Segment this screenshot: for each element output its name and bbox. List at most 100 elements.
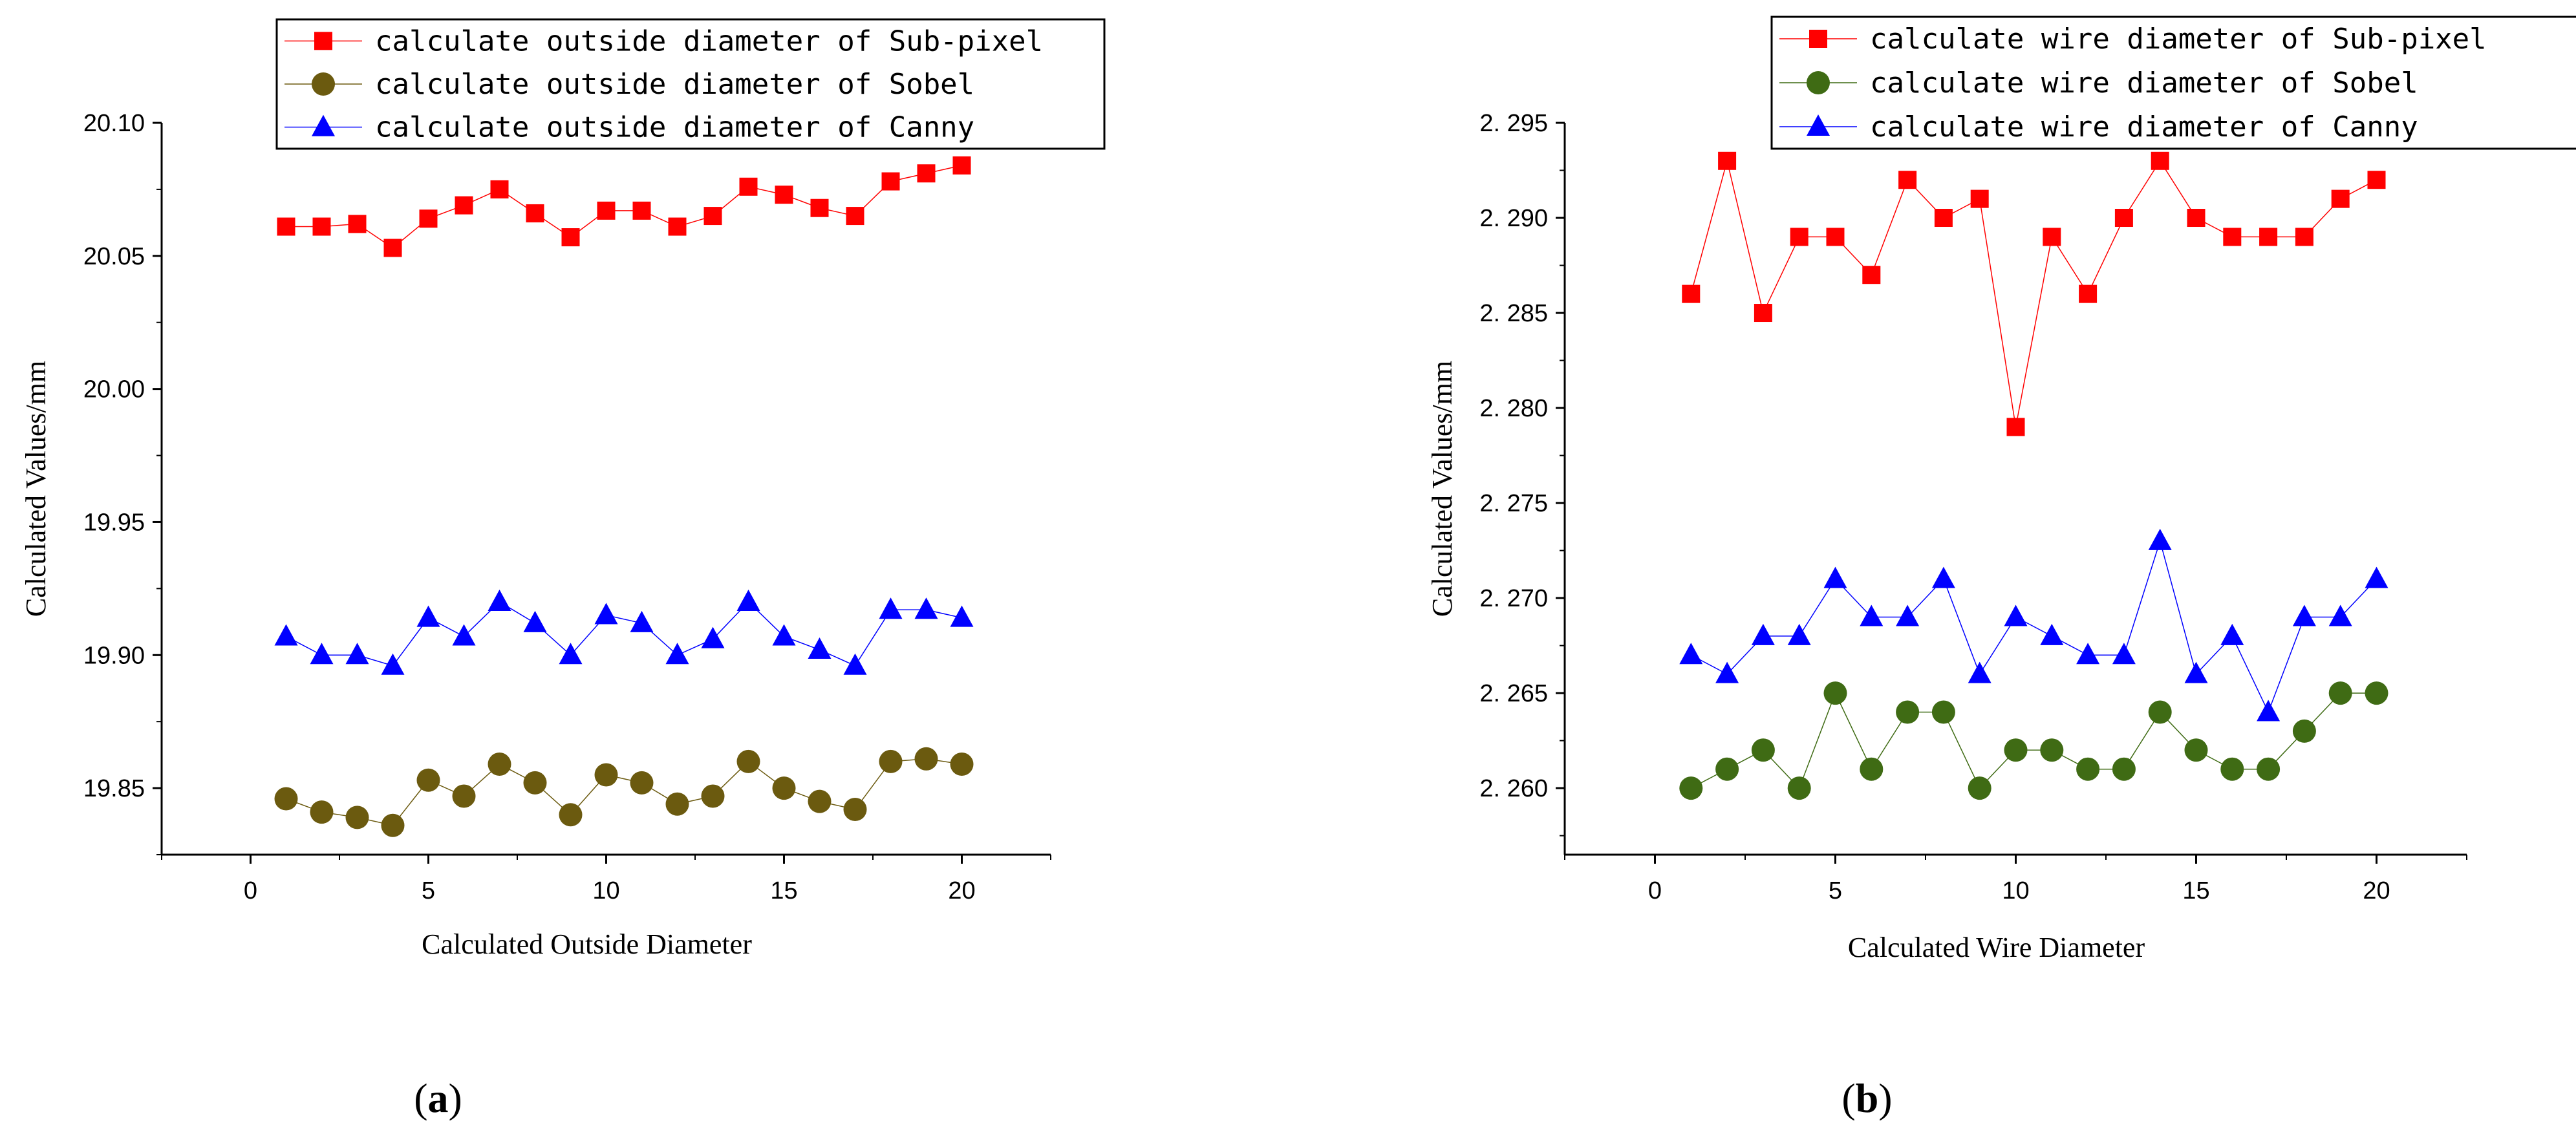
data-point	[2148, 528, 2172, 550]
data-point	[1682, 284, 1701, 303]
data-point	[310, 643, 334, 665]
y-tick-label: 2. 270	[1479, 585, 1548, 612]
y-tick-label: 20.10	[83, 110, 145, 137]
data-point	[2292, 604, 2316, 626]
y-tick-label: 20.05	[83, 243, 145, 270]
data-point	[2076, 757, 2100, 781]
data-point	[312, 217, 331, 236]
y-tick-label: 2. 290	[1479, 205, 1548, 232]
y-tick-label: 2. 285	[1479, 300, 1548, 327]
data-point	[1968, 661, 1991, 683]
data-point	[526, 204, 544, 222]
series-triangle	[1679, 528, 2388, 721]
y-tick-label: 2. 265	[1479, 680, 1548, 707]
data-point	[630, 771, 654, 795]
y-tick-label: 2. 275	[1479, 490, 1548, 517]
data-point	[452, 624, 476, 646]
data-point	[2112, 757, 2136, 781]
data-point	[523, 771, 547, 795]
data-point	[594, 763, 618, 787]
panel-label: (a)	[414, 1075, 462, 1121]
data-point	[1751, 623, 1775, 645]
data-point	[2114, 209, 2133, 228]
x-tick-label: 5	[1829, 877, 1842, 904]
data-point	[665, 792, 689, 816]
data-point	[1787, 623, 1811, 645]
x-tick-label: 20	[2363, 877, 2390, 904]
data-point	[1787, 776, 1811, 800]
series-triangle	[274, 589, 974, 675]
data-point	[345, 806, 369, 829]
data-point	[1790, 228, 1809, 246]
data-point	[2040, 738, 2064, 762]
data-point	[2220, 623, 2244, 645]
y-tick-label: 20.00	[83, 376, 145, 403]
legend-marker	[1809, 30, 1827, 48]
data-point	[914, 597, 938, 619]
legend-marker	[312, 72, 335, 96]
data-point	[1931, 700, 1955, 724]
data-point	[2257, 700, 2281, 721]
data-point	[881, 172, 900, 191]
legend-label: calculate wire diameter of Canny	[1870, 111, 2418, 144]
y-tick-label: 19.95	[83, 509, 145, 536]
data-point	[488, 753, 511, 776]
legend-box	[275, 18, 1106, 150]
panel-label-open: (	[414, 1075, 427, 1121]
data-point	[1715, 661, 1739, 683]
data-point	[490, 180, 509, 198]
data-point	[277, 217, 295, 236]
data-point	[1823, 566, 1847, 588]
data-point	[416, 605, 440, 627]
series-line	[286, 601, 962, 667]
series-line	[286, 165, 962, 249]
data-point	[274, 624, 298, 646]
series-circle	[1679, 681, 2388, 800]
legend-label: calculate outside diameter of Sub-pixel	[375, 25, 1043, 58]
data-point	[1718, 151, 1737, 170]
data-point	[950, 753, 974, 776]
series-circle	[274, 747, 974, 837]
chart-panel-b: 2. 260 2. 265 2. 270 2. 275 2. 280 2. 285 2. 2…	[1426, 16, 2576, 1121]
x-tick-label: 20	[948, 877, 975, 904]
series-square	[277, 156, 971, 257]
data-point	[1931, 566, 1955, 588]
data-point	[1754, 304, 1772, 323]
data-point	[1896, 700, 1920, 724]
panel-label-letter: a	[428, 1075, 449, 1121]
data-point	[808, 789, 832, 813]
data-point	[810, 198, 829, 217]
data-point	[1898, 171, 1917, 189]
x-tick-label: 0	[244, 877, 257, 904]
data-point	[559, 643, 583, 665]
data-point	[2292, 719, 2316, 743]
data-point	[2112, 643, 2136, 665]
data-point	[452, 784, 476, 808]
data-point	[2365, 566, 2388, 588]
data-point	[2257, 757, 2281, 781]
data-point	[2006, 418, 2025, 436]
x-tick-label: 15	[2182, 877, 2209, 904]
data-point	[2148, 700, 2172, 724]
data-point	[736, 589, 760, 611]
data-point	[345, 643, 369, 665]
data-point	[701, 626, 725, 648]
data-point	[2295, 228, 2313, 246]
data-point	[914, 747, 938, 771]
series-square	[1682, 151, 2386, 436]
data-point	[381, 813, 405, 837]
data-point	[1860, 604, 1884, 626]
data-point	[846, 207, 864, 226]
data-point	[2004, 604, 2028, 626]
series-line	[1690, 160, 2377, 427]
data-point	[1823, 681, 1847, 705]
x-axis-title: Calculated Outside Diameter	[422, 928, 752, 960]
x-tick-label: 5	[422, 877, 435, 904]
data-point	[559, 803, 583, 827]
data-point	[2184, 661, 2208, 683]
data-point	[1860, 757, 1884, 781]
data-point	[1862, 266, 1881, 284]
y-tick-label: 19.85	[83, 775, 145, 802]
legend-marker	[314, 32, 332, 50]
data-point	[668, 217, 687, 236]
